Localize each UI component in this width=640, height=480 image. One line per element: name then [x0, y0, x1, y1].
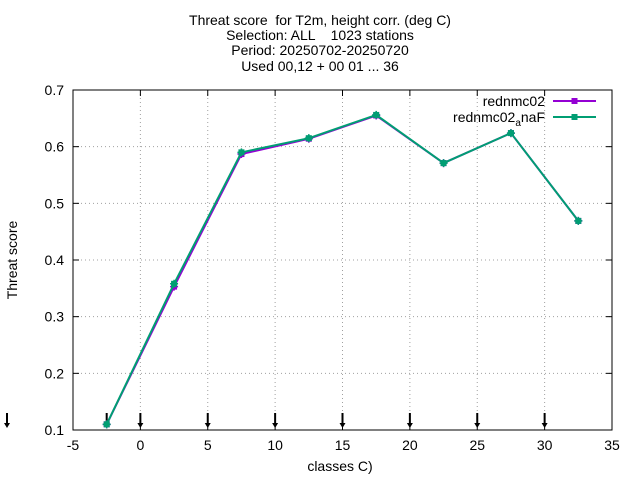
x-tick-label: 35 — [604, 437, 620, 453]
grid-lines — [73, 90, 612, 430]
chart-title-line-1: Threat score for T2m, height corr. (deg … — [189, 12, 451, 28]
y-tick-label: 0.4 — [45, 252, 65, 268]
y-tick-label: 0.2 — [45, 365, 65, 381]
class-marker-arrowhead — [137, 423, 144, 428]
x-tick-label: 0 — [136, 437, 144, 453]
series-point-cross-2 — [574, 216, 583, 225]
class-marker-arrowhead — [272, 423, 279, 428]
series-point-cross-2 — [372, 110, 381, 119]
x-tick-label: -5 — [67, 437, 80, 453]
y-tick-label: 0.3 — [45, 309, 65, 325]
class-markers — [4, 413, 548, 428]
y-tick-label: 0.1 — [45, 422, 65, 438]
series-point-cross-2 — [304, 134, 313, 143]
series-point-cross-2 — [439, 159, 448, 168]
series-layer — [102, 110, 583, 429]
y-axis-label: Threat score — [4, 220, 20, 300]
legend-label-series-2-main: rednmc02 — [453, 109, 515, 125]
y-tick-label: 0.7 — [45, 82, 65, 98]
series-point-cross-2 — [102, 420, 111, 429]
x-tick-label: 20 — [402, 437, 418, 453]
class-marker-arrowhead — [406, 423, 413, 428]
legend-marker-2 — [571, 114, 578, 120]
legend-label-series-2: rednmc02anaF — [453, 109, 545, 129]
x-tick-label: 5 — [204, 437, 212, 453]
class-marker-arrowhead — [339, 423, 346, 428]
series-point-cross-2 — [237, 148, 246, 157]
legend-label-series-1: rednmc02 — [483, 93, 545, 109]
x-axis-label: classes C) — [307, 458, 373, 474]
x-tick-label: 15 — [335, 437, 351, 453]
y-tick-label: 0.6 — [45, 139, 65, 155]
y-tick-label: 0.5 — [45, 195, 65, 211]
chart-title-line-3: Period: 20250702-20250720 — [231, 42, 409, 58]
x-tick-label: 25 — [469, 437, 485, 453]
x-tick-label: 10 — [267, 437, 283, 453]
chart-title-line-4: Used 00,12 + 00 01 ... 36 — [241, 58, 399, 74]
legend: rednmc02 rednmc02anaF — [453, 93, 596, 129]
class-marker-arrowhead — [204, 423, 211, 428]
axis-ticks: 0.1 0.2 0.3 0.4 0.5 0.6 0.7 -5 0 5 10 15 20 25 30 35 — [45, 82, 620, 453]
legend-marker-1 — [571, 98, 578, 104]
legend-label-series-2-sub: a — [515, 118, 521, 129]
x-tick-label: 30 — [537, 437, 553, 453]
series-point-cross-2 — [506, 129, 515, 138]
legend-label-series-2-tail: naF — [521, 109, 545, 125]
class-marker-arrowhead — [541, 423, 548, 428]
class-marker-arrowhead — [4, 423, 10, 428]
series-line-2 — [105, 113, 580, 425]
chart-title-line-2: Selection: ALL 1023 stations — [226, 27, 414, 43]
class-marker-arrowhead — [474, 423, 481, 428]
series-point-cross-2 — [170, 279, 179, 288]
